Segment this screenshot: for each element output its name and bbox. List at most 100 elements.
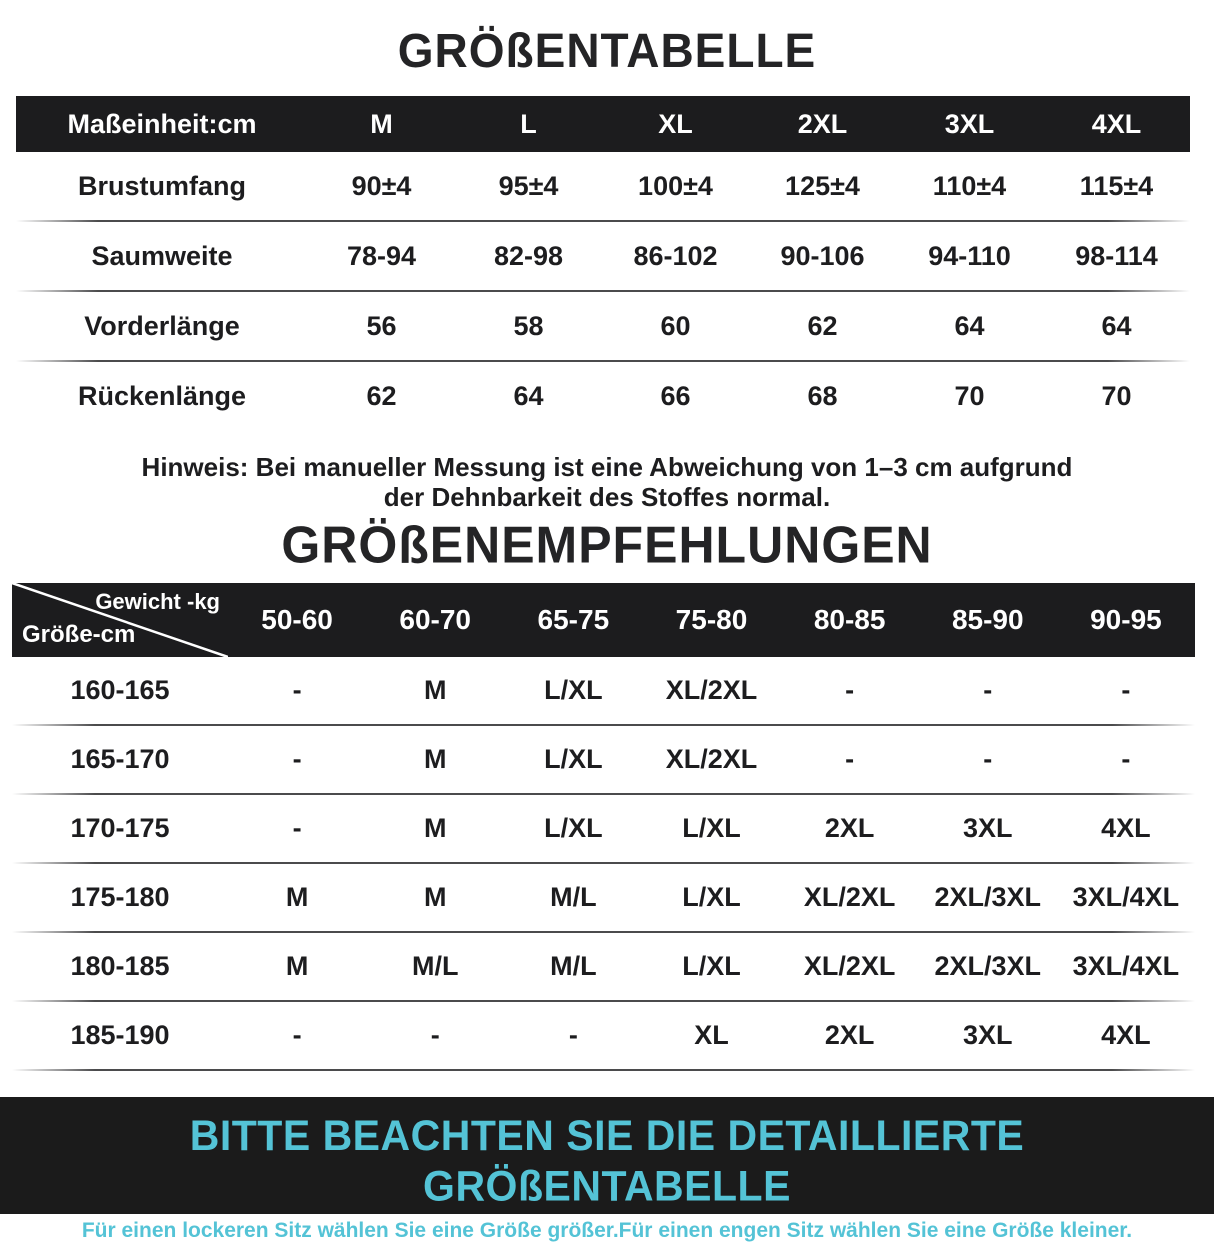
recommendation-table-header-row: Gewicht -kg Größe-cm 50-60 60-70 65-75 7… [12, 583, 1195, 657]
table-cell: M [285, 951, 309, 981]
row-divider [12, 793, 1195, 795]
weight-column-header: 60-70 [399, 604, 472, 635]
size-table-header-row: Maßeinheit:cm M L XL 2XL 3XL 4XL [16, 96, 1190, 152]
table-cell: - [1121, 675, 1131, 705]
table-cell: 64 [1101, 310, 1132, 341]
table-cell: M/L [411, 951, 459, 981]
table-cell: L/XL [544, 744, 603, 774]
size-table-header-3xl: 3XL [944, 108, 995, 139]
table-cell: 56 [366, 310, 397, 341]
size-table-header-xl: XL [658, 108, 693, 139]
size-table-header-2xl: 2XL [797, 108, 848, 139]
row-divider [12, 931, 1195, 933]
table-cell: 3XL [963, 1020, 1013, 1050]
note-line-2: der Dehnbarkeit des Stoffes normal. [383, 482, 831, 512]
table-cell: 78-94 [346, 240, 417, 271]
table-cell: L/XL [544, 813, 603, 843]
table-cell: 90-106 [780, 240, 865, 271]
table-row-175-180: 175-180 M M M/L L/XL XL/2XL 2XL/3XL 3XL/… [12, 864, 1195, 931]
table-cell: - [983, 675, 993, 705]
row-divider [12, 724, 1195, 726]
table-cell: M [423, 675, 447, 705]
size-table-header-l: L [520, 108, 537, 139]
table-cell: L/XL [682, 951, 741, 981]
table-cell: 94-110 [928, 240, 1011, 271]
banner-subtext: Für einen lockeren Sitz wählen Sie eine … [81, 1219, 1133, 1242]
table-cell: 64 [513, 380, 544, 411]
table-cell: 4XL [1101, 813, 1151, 843]
height-range-label: 170-175 [70, 813, 170, 843]
table-cell: 98-114 [1075, 240, 1158, 271]
table-cell: 82-98 [493, 240, 564, 271]
row-label: Rückenlänge [77, 380, 247, 411]
height-range-label: 165-170 [70, 744, 170, 774]
table-cell: - [845, 675, 855, 705]
table-cell: 64 [954, 310, 985, 341]
note-line-1: Hinweis: Bei manueller Messung ist eine … [141, 452, 1073, 482]
table-cell: 100±4 [638, 170, 713, 201]
table-cell: 115±4 [1079, 170, 1154, 201]
size-table-header-m: M [370, 108, 393, 139]
table-cell: 95±4 [498, 170, 559, 201]
row-label: Vorderlänge [84, 310, 240, 341]
table-cell: 70 [1101, 380, 1132, 411]
table-row-180-185: 180-185 M M/L M/L L/XL XL/2XL 2XL/3XL 3X… [12, 933, 1195, 1000]
table-cell: L/XL [682, 813, 741, 843]
table-row-rueckenlaenge: Rückenlänge 62 64 66 68 70 70 [16, 362, 1190, 430]
table-cell: 2XL/3XL [934, 951, 1042, 981]
table-cell: XL [694, 1020, 729, 1050]
table-cell: M [423, 813, 447, 843]
table-row-vorderlaenge: Vorderlänge 56 58 60 62 64 64 [16, 292, 1190, 360]
table-cell: 68 [807, 380, 838, 411]
table-row-185-190: 185-190 - - - XL 2XL 3XL 4XL [12, 1002, 1195, 1069]
table-row-160-165: 160-165 - M L/XL XL/2XL - - - [12, 657, 1195, 724]
recommendation-table: Gewicht -kg Größe-cm 50-60 60-70 65-75 7… [12, 583, 1195, 1071]
weight-column-header: 75-80 [675, 604, 748, 635]
height-range-label: 175-180 [70, 882, 170, 912]
corner-label-weight: Gewicht -kg [95, 589, 220, 614]
table-cell: L/XL [682, 882, 741, 912]
row-label: Brustumfang [78, 170, 246, 201]
table-row-170-175: 170-175 - M L/XL L/XL 2XL 3XL 4XL [12, 795, 1195, 862]
table-row-brustumfang: Brustumfang 90±4 95±4 100±4 125±4 110±4 … [16, 152, 1190, 220]
row-divider [12, 862, 1195, 864]
height-range-label: 180-185 [70, 951, 170, 981]
measurement-note: Hinweis: Bei manueller Messung ist eine … [0, 452, 1214, 512]
table-cell: 62 [807, 310, 838, 341]
table-cell: 3XL/4XL [1072, 882, 1180, 912]
size-table-header-4xl: 4XL [1091, 108, 1142, 139]
row-divider [12, 1069, 1195, 1071]
corner-label-height: Größe-cm [22, 621, 136, 648]
table-cell: XL/2XL [665, 675, 758, 705]
table-cell: - [845, 744, 855, 774]
corner-cell: Gewicht -kg Größe-cm [12, 583, 228, 657]
table-cell: - [292, 813, 302, 843]
notice-banner: BITTE BEACHTEN SIE DIE DETAILLIERTE GRÖß… [0, 1097, 1214, 1242]
table-cell: 2XL [824, 813, 875, 843]
table-cell: 3XL [963, 813, 1013, 843]
weight-column-header: 80-85 [813, 604, 886, 635]
table-cell: 58 [513, 310, 544, 341]
table-cell: M [285, 882, 309, 912]
diagonal-divider-line [12, 583, 228, 657]
table-cell: - [568, 1020, 578, 1050]
table-cell: 66 [660, 380, 691, 411]
size-table-header-unit: Maßeinheit:cm [67, 108, 257, 139]
weight-column-header: 50-60 [261, 604, 333, 635]
table-cell: 110±4 [932, 170, 1007, 201]
table-cell: M [423, 744, 447, 774]
table-cell: M [423, 882, 447, 912]
weight-column-header: 90-95 [1090, 604, 1162, 635]
table-cell: 3XL/4XL [1072, 951, 1180, 981]
row-label: Saumweite [91, 240, 233, 271]
table-cell: - [430, 1020, 440, 1050]
row-divider [12, 1000, 1195, 1002]
height-range-label: 160-165 [70, 675, 170, 705]
table-cell: - [292, 675, 302, 705]
table-cell: 125±4 [785, 170, 860, 201]
table-cell: - [292, 1020, 302, 1050]
table-cell: 90±4 [351, 170, 412, 201]
banner-headline: BITTE BEACHTEN SIE DIE DETAILLIERTE GRÖß… [189, 1111, 1025, 1210]
table-cell: 62 [366, 380, 397, 411]
table-cell: M/L [550, 882, 597, 912]
